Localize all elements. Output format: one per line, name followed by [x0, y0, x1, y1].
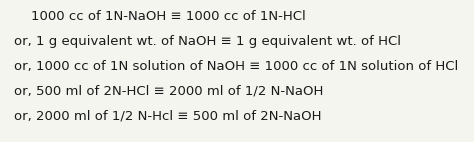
Text: or, 1000 cc of 1N solution of NaOH ≡ 1000 cc of 1N solution of HCl: or, 1000 cc of 1N solution of NaOH ≡ 100… [14, 60, 458, 73]
Text: or, 2000 ml of 1/2 N-Hcl ≡ 500 ml of 2N-NaOH: or, 2000 ml of 1/2 N-Hcl ≡ 500 ml of 2N-… [14, 109, 322, 122]
Text: 1000 cc of 1N-NaOH ≡ 1000 cc of 1N-HCl: 1000 cc of 1N-NaOH ≡ 1000 cc of 1N-HCl [14, 10, 306, 23]
Text: or, 500 ml of 2N-HCl ≡ 2000 ml of 1/2 N-NaOH: or, 500 ml of 2N-HCl ≡ 2000 ml of 1/2 N-… [14, 84, 324, 98]
Text: or, 1 g equivalent wt. of NaOH ≡ 1 g equivalent wt. of HCl: or, 1 g equivalent wt. of NaOH ≡ 1 g equ… [14, 35, 401, 48]
